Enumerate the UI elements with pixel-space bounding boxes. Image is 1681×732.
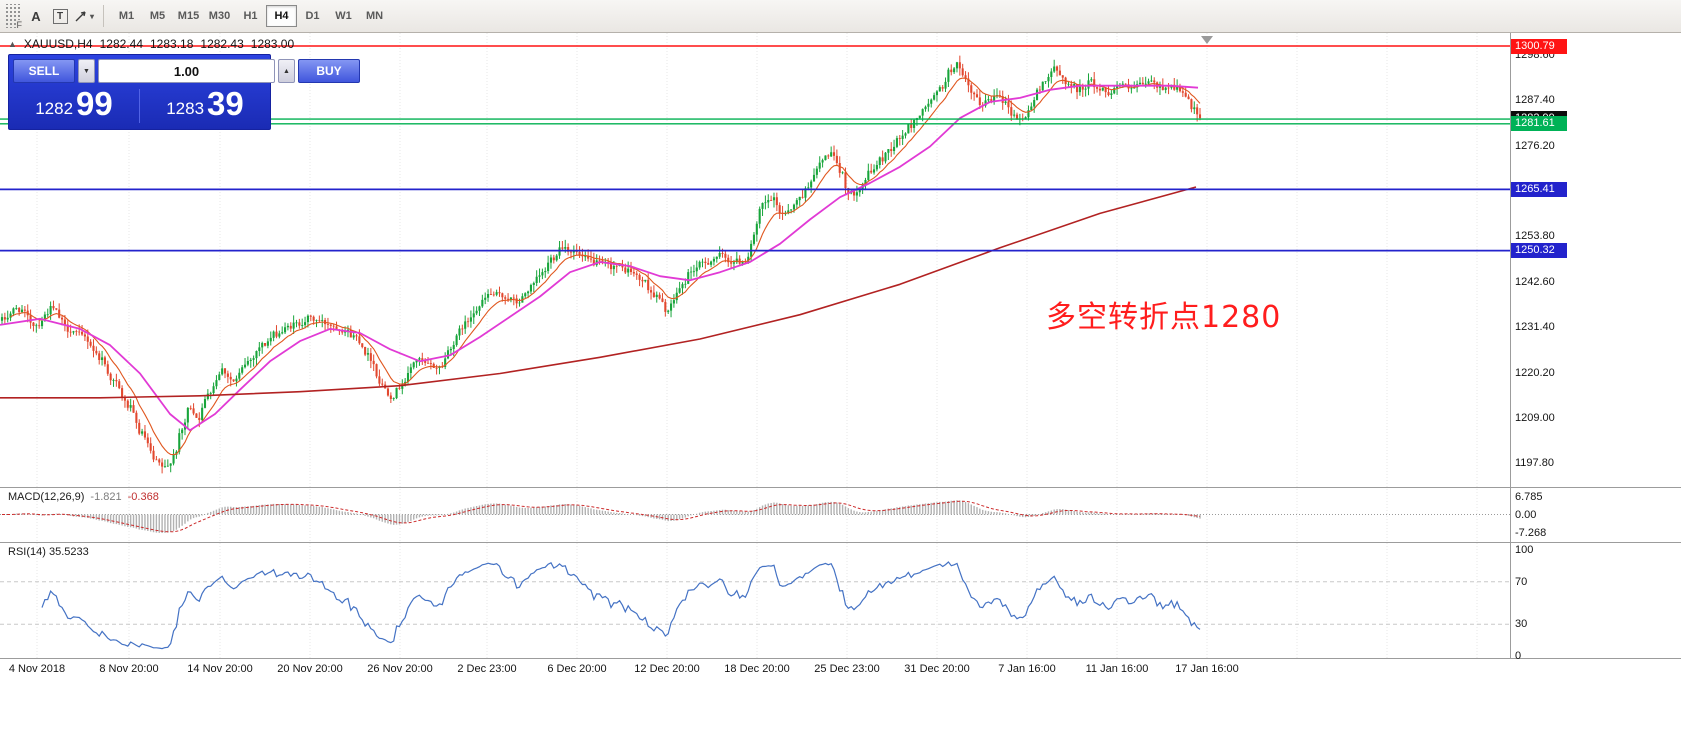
timeframe-m15-button[interactable]: M15 [173,5,204,27]
time-axis-label: 25 Dec 23:00 [814,663,880,675]
time-axis-label: 6 Dec 20:00 [547,663,607,675]
timeframe-w1-button[interactable]: W1 [328,5,359,27]
level-price-badge: 1300.79 [1511,38,1567,54]
volume-decrease-button[interactable]: ▼ [78,59,95,83]
collapse-panel-icon[interactable]: ▲ [8,39,17,49]
time-axis-label: 2 Dec 23:00 [457,663,517,675]
timeframe-m30-button[interactable]: M30 [204,5,235,27]
level-price-badge: 1250.32 [1511,243,1567,259]
shapes-tool-icon[interactable]: ▾ [72,4,96,28]
price-scale-label: 1242.60 [1515,275,1555,288]
rsi-scale-label: 30 [1515,618,1528,631]
price-scale-label: 1287.40 [1515,94,1555,107]
timeframe-m5-button[interactable]: M5 [142,5,173,27]
toolbar-grip-icon[interactable]: F [4,4,22,30]
time-axis-label: 17 Jan 16:00 [1175,663,1239,675]
buy-price-pips: 39 [207,85,244,122]
rsi-label: RSI(14) 35.5233 [8,546,89,558]
time-axis-label: 4 Nov 2018 [8,663,66,675]
text-tool-icon[interactable]: T [48,4,72,28]
label-tool-icon[interactable]: A [24,4,48,28]
grip-f-label: F [15,20,22,30]
time-axis-label: 18 Dec 20:00 [724,663,790,675]
level-price-badge: 1265.41 [1511,181,1567,197]
ohlc-close: 1283.00 [250,37,295,51]
time-axis-label: 12 Dec 20:00 [634,663,700,675]
macd-scale-label: 0.00 [1515,508,1537,521]
price-scale-label: 1253.80 [1515,230,1555,243]
rsi-name-value: RSI(14) 35.5233 [8,546,89,558]
symbol-ohlc-header: ▲ XAUUSD,H4 1282.44 1283.18 1282.43 1283… [8,37,294,51]
text-box-glyph: T [52,8,68,24]
level-price-badge: 1281.61 [1511,116,1567,132]
sell-price-pips: 99 [76,85,113,122]
time-axis[interactable]: 4 Nov 2018 8 Nov 20:00 14 Nov 20:00 20 Nov … [0,663,1681,683]
macd-scale-label: 6.785 [1515,490,1543,503]
rsi-scale-label: 0 [1515,650,1522,662]
toolbar: F A T ▾ M1 M5 M15 M30 H1 H4 D1 W1 MN [0,0,1681,33]
time-axis-label: 26 Nov 20:00 [367,663,433,675]
ohlc-high: 1283.18 [150,37,194,51]
price-scale-label: 1209.00 [1515,412,1555,425]
price-divider [139,89,140,123]
sell-price[interactable]: 1282 99 [9,87,139,125]
price-scale-label: 1231.40 [1515,321,1555,334]
buy-button[interactable]: BUY [298,59,360,83]
time-axis-label: 7 Jan 16:00 [998,663,1056,675]
macd-signal-value: -0.368 [127,491,159,503]
macd-name: MACD(12,26,9) [8,491,85,503]
time-axis-label: 31 Dec 20:00 [904,663,970,675]
sell-price-big-figure: 1282 [35,99,74,118]
volume-input[interactable] [98,59,275,83]
sell-button[interactable]: SELL [13,59,75,83]
timeframe-d1-button[interactable]: D1 [297,5,328,27]
time-axis-label: 11 Jan 16:00 [1085,663,1149,675]
buy-price[interactable]: 1283 39 [140,87,270,125]
timeframe-mn-button[interactable]: MN [359,5,390,27]
time-axis-label: 20 Nov 20:00 [277,663,343,675]
rsi-scale-label: 70 [1515,575,1528,588]
time-axis-label: 14 Nov 20:00 [187,663,253,675]
time-axis-label: 8 Nov 20:00 [99,663,159,675]
macd-main-value: -1.821 [90,491,122,503]
rsi-scale-label: 100 [1515,544,1534,556]
price-scale-label: 1220.20 [1515,366,1555,379]
dropdown-caret-icon: ▾ [89,11,94,21]
price-scale-label: 1276.20 [1515,139,1555,152]
ohlc-open: 1282.44 [99,37,143,51]
symbol-title: XAUUSD,H4 [23,37,93,51]
toolbar-separator [103,5,104,27]
timeframe-h1-button[interactable]: H1 [235,5,266,27]
macd-label: MACD(12,26,9) -1.821 -0.368 [8,491,159,503]
buy-price-big-figure: 1283 [166,99,205,118]
price-scale-label: 1197.80 [1515,457,1554,470]
ohlc-low: 1282.43 [200,37,244,51]
chart-annotation: 多空转折点1280 [1046,300,1282,335]
arrow-shape-icon [75,11,86,22]
macd-scale-label: -7.268 [1515,527,1547,540]
timeframe-h4-button[interactable]: H4 [266,5,297,27]
timeframe-m1-button[interactable]: M1 [111,5,142,27]
volume-increase-button[interactable]: ▲ [278,59,295,83]
one-click-trade-panel: SELL ▼ ▲ BUY 1282 99 1283 39 [8,54,360,130]
